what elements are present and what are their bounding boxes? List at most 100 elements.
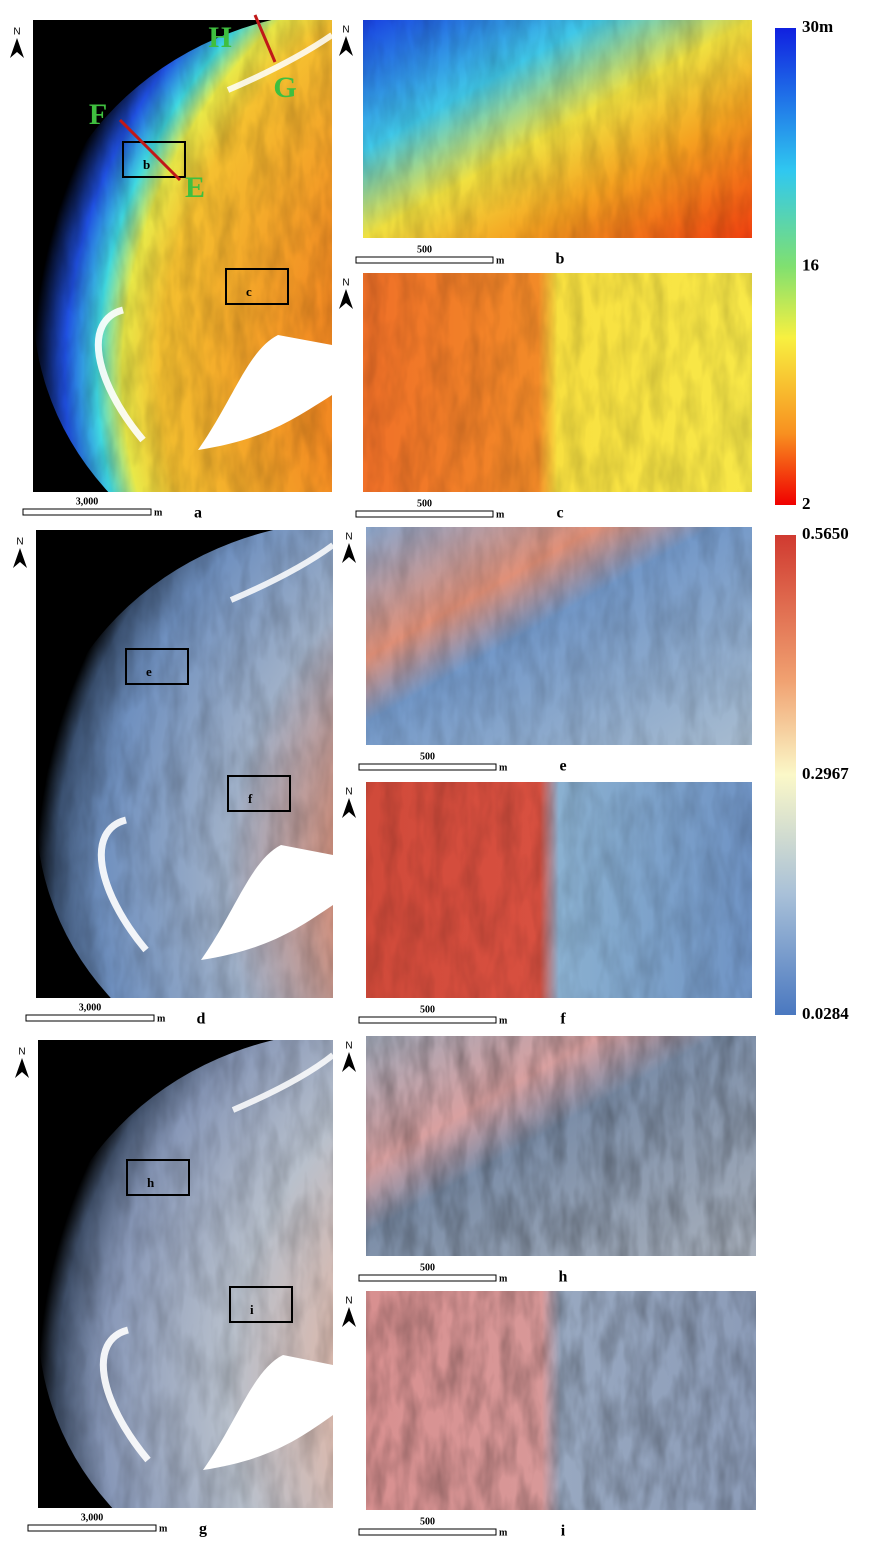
map-image [38, 1040, 333, 1508]
profile-line [118, 118, 182, 182]
reef-rim [229, 542, 333, 603]
legend-label: 16 [802, 255, 819, 274]
legend-label: 0.2967 [802, 764, 849, 783]
scale-value: 3,000 [81, 1512, 104, 1523]
panel-label: c [556, 505, 563, 522]
reef-rim [226, 32, 332, 93]
scale-bar [358, 1016, 497, 1024]
map-image [33, 20, 332, 492]
inset-box-label: f [248, 791, 253, 806]
north-arrow [342, 798, 356, 818]
profile-end: E [185, 171, 205, 204]
map-image [36, 530, 333, 998]
detail-texture [363, 273, 752, 492]
north-label: N [345, 532, 352, 543]
scale-bar [22, 508, 152, 516]
legend-label: 30m [802, 17, 833, 36]
inset-box-label: i [250, 1302, 254, 1317]
inset-box-label: h [147, 1175, 155, 1190]
detail-texture [366, 782, 752, 998]
scale-bar [355, 256, 494, 264]
inset-box [227, 775, 291, 812]
north-label: N [345, 787, 352, 798]
reef-rim [94, 306, 146, 443]
scale-value: 3,000 [76, 496, 99, 507]
legend-label: 0.0284 [802, 1004, 849, 1023]
legend-bar [775, 535, 796, 1015]
scale-value: 500 [420, 1516, 435, 1527]
scale-value: 500 [417, 244, 432, 255]
detail-texture [366, 527, 752, 745]
north-arrow [342, 543, 356, 563]
reef-rim [99, 1326, 151, 1463]
scale-unit: m [499, 1527, 508, 1538]
north-arrow [15, 1058, 29, 1078]
scale-bar [358, 1528, 497, 1536]
scale-unit: m [159, 1523, 168, 1534]
overview-map [36, 530, 333, 998]
north-arrow [342, 1052, 356, 1072]
profile-line [253, 14, 277, 63]
panel-label: b [556, 251, 565, 268]
inset-box [122, 141, 186, 178]
north-label: N [342, 278, 349, 289]
scale-unit: m [154, 507, 163, 518]
inset-box [125, 648, 189, 685]
scale-unit: m [499, 762, 508, 773]
north-label: N [13, 27, 20, 38]
inset-box [225, 268, 289, 305]
north-label: N [345, 1041, 352, 1052]
scale-value: 500 [420, 1004, 435, 1015]
scale-unit: m [499, 1273, 508, 1284]
north-label: N [342, 25, 349, 36]
panel-label: g [199, 1521, 207, 1538]
inset-box-label: e [146, 664, 152, 679]
panel-label: d [197, 1011, 206, 1028]
panel-label: h [559, 1269, 568, 1286]
overview-map [33, 20, 332, 492]
scale-value: 500 [417, 498, 432, 509]
scale-bar [355, 510, 494, 518]
scale-value: 3,000 [79, 1002, 102, 1013]
island [201, 845, 333, 960]
island [198, 335, 332, 450]
inset-box-label: c [246, 284, 252, 299]
panel-label: a [194, 505, 202, 522]
inset-box [126, 1159, 190, 1196]
scale-bar [27, 1524, 157, 1532]
reef-rim [231, 1052, 333, 1113]
detail-texture [366, 1036, 756, 1256]
inset-box-label: b [143, 157, 150, 172]
scale-value: 500 [420, 1262, 435, 1273]
north-arrow [339, 36, 353, 56]
scale-unit: m [157, 1013, 166, 1024]
profile-start: F [89, 98, 107, 131]
inset-box [229, 1286, 293, 1323]
scale-unit: m [496, 255, 505, 266]
island [203, 1355, 333, 1470]
scale-value: 500 [420, 751, 435, 762]
north-arrow [10, 38, 24, 58]
north-label: N [18, 1047, 25, 1058]
reef-rim [97, 816, 149, 953]
north-arrow [13, 548, 27, 568]
scale-bar [25, 1014, 155, 1022]
north-label: N [16, 537, 23, 548]
detail-texture [366, 1291, 756, 1510]
legend-bar [775, 28, 796, 505]
scale-bar [358, 763, 497, 771]
overview-map [38, 1040, 333, 1508]
detail-texture [363, 20, 752, 238]
north-label: N [345, 1296, 352, 1307]
legend-label: 0.5650 [802, 524, 849, 543]
scale-bar [358, 1274, 497, 1282]
profile-start: H [208, 21, 231, 54]
legend-label: 2 [802, 494, 811, 513]
panel-label: i [561, 1523, 566, 1540]
scale-unit: m [496, 509, 505, 520]
profile-end: G [273, 71, 296, 104]
north-arrow [339, 289, 353, 309]
panel-label: e [559, 758, 566, 775]
panel-label: f [560, 1011, 566, 1028]
